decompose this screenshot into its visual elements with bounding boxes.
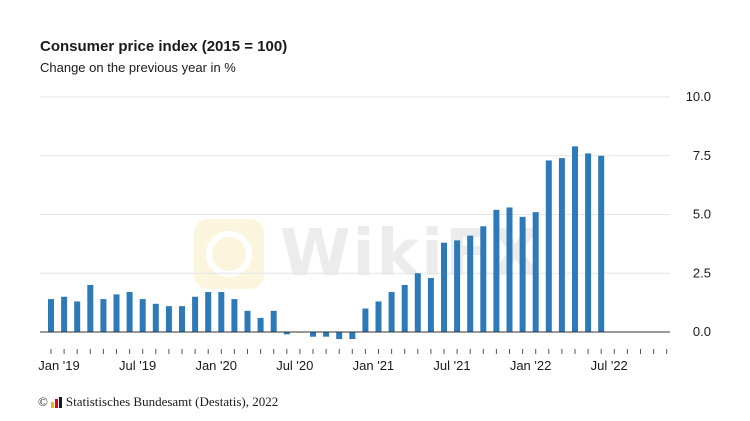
bar <box>270 310 277 332</box>
chart-subtitle: Change on the previous year in % <box>40 60 236 75</box>
bar <box>480 226 487 332</box>
destatis-logo-icon <box>50 396 62 408</box>
x-tick-label: Jan '21 <box>353 358 395 373</box>
x-tick-label: Jul '22 <box>591 358 628 373</box>
x-tick-label: Jul '19 <box>119 358 156 373</box>
bar <box>493 209 500 332</box>
bar <box>519 216 526 332</box>
bar <box>454 240 461 332</box>
bar <box>585 153 592 332</box>
y-tick-label: 7.5 <box>693 148 711 163</box>
bar <box>572 146 578 332</box>
y-axis-labels: 0.0 2.5 5.0 7.5 10.0 <box>686 89 711 339</box>
chart-title: Consumer price index (2015 = 100) <box>40 38 288 55</box>
bar <box>126 292 133 332</box>
bar <box>87 285 94 332</box>
bar <box>349 332 356 340</box>
credit-text: Statistisches Bundesamt (Destatis), 2022 <box>65 394 279 409</box>
bar <box>362 308 369 332</box>
bar <box>441 242 447 332</box>
bar <box>598 155 605 332</box>
bar <box>244 310 251 332</box>
bar <box>113 294 120 332</box>
gridlines <box>40 96 670 274</box>
bar <box>558 158 565 332</box>
bar <box>192 296 199 332</box>
bar <box>179 306 185 332</box>
bar <box>257 317 264 332</box>
x-tick-label: Jan '20 <box>195 358 237 373</box>
copyright-symbol: © <box>38 394 48 409</box>
x-axis <box>40 331 670 354</box>
bar <box>506 207 513 332</box>
bar <box>152 303 159 332</box>
bar <box>336 332 343 340</box>
bar <box>205 292 212 332</box>
x-tick-label: Jan '22 <box>510 358 552 373</box>
y-tick-label: 2.5 <box>693 265 711 280</box>
bar <box>48 299 54 332</box>
y-tick-label: 10.0 <box>686 89 711 104</box>
bar <box>139 299 146 332</box>
bar <box>414 273 421 332</box>
bar <box>467 235 474 332</box>
x-tick-label: Jan '19 <box>38 358 80 373</box>
x-axis-labels: Jan '19 Jul '19 Jan '20 Jul '20 Jan '21 Jul '… <box>38 358 628 373</box>
bar <box>74 301 81 332</box>
bar <box>310 332 316 337</box>
bar <box>545 160 552 332</box>
bar <box>427 277 434 332</box>
bar <box>401 285 408 332</box>
x-tick-label: Jul '20 <box>276 358 313 373</box>
source-credit: © Statistisches Bundesamt (Destatis), 20… <box>38 394 278 410</box>
bar <box>375 301 382 332</box>
bar <box>218 292 225 332</box>
y-tick-label: 0.0 <box>693 324 711 339</box>
x-tick-label: Jul '21 <box>433 358 470 373</box>
bar <box>61 296 68 332</box>
bar <box>532 212 539 332</box>
bar <box>165 306 172 332</box>
bars <box>48 146 605 340</box>
bar <box>323 332 330 337</box>
bar <box>283 332 290 335</box>
bar <box>388 292 395 332</box>
y-tick-label: 5.0 <box>693 207 711 222</box>
bar <box>231 299 238 332</box>
cpi-bar-chart: 0.0 2.5 5.0 7.5 10.0 Jan '19 Jul '19 Jan '20 Ju… <box>38 89 711 373</box>
bar <box>100 299 107 332</box>
